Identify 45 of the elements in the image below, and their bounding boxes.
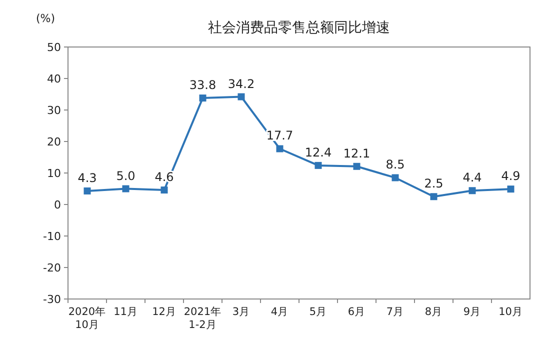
point: [392, 174, 399, 182]
point: [430, 193, 438, 200]
point: [276, 145, 284, 152]
x-tick-label: 4月: [270, 306, 289, 318]
data-label: 4.3: [78, 170, 97, 185]
data-label: 4.4: [462, 170, 482, 185]
point: [468, 187, 476, 194]
x-tick-label: 3月: [232, 306, 250, 318]
data-label: 12.4: [304, 145, 332, 160]
data-label: 8.5: [386, 158, 405, 172]
point: [84, 187, 91, 194]
y-tick-label: 0: [54, 198, 61, 212]
x-tick-label: 10月: [498, 306, 523, 318]
y-tick-label: -30: [43, 292, 61, 306]
data-label: 2.5: [424, 176, 444, 191]
y-tick-label: 20: [47, 135, 61, 148]
point: [353, 162, 360, 170]
y-axis-title: (%): [36, 12, 56, 25]
point: [314, 162, 322, 169]
point: [238, 93, 245, 100]
point: [160, 186, 168, 194]
data-label: 34.2: [228, 76, 255, 91]
data-label: 12.1: [343, 146, 370, 160]
x-tick-label: 7月: [386, 306, 404, 318]
chart-title: 社会消费品零售总额同比增速: [208, 20, 390, 36]
x-tick-label: 9月: [463, 306, 482, 318]
x-tick-label: 11月: [114, 306, 138, 318]
y-tick-label: 30: [47, 104, 61, 117]
x-tick-label: 2021年 1-2月: [184, 306, 222, 331]
point: [122, 185, 130, 192]
x-tick-label: 2020年 10月: [68, 306, 106, 331]
x-tick-label: 8月: [424, 306, 443, 318]
data-label: 4.9: [501, 169, 520, 184]
point: [199, 94, 206, 102]
y-tick-label: 50: [47, 40, 61, 54]
x-tick-label: 5月: [309, 306, 328, 318]
x-tick-label: 6月: [348, 306, 366, 318]
y-tick-label: 10: [47, 166, 61, 180]
y-tick-label: -10: [43, 230, 61, 243]
x-tick-label: 12月: [152, 306, 176, 318]
point: [507, 186, 514, 193]
y-tick-label: -20: [43, 261, 61, 274]
data-label: 33.8: [189, 78, 216, 92]
data-label: 5.0: [116, 168, 136, 183]
y-tick-label: 40: [47, 72, 61, 86]
